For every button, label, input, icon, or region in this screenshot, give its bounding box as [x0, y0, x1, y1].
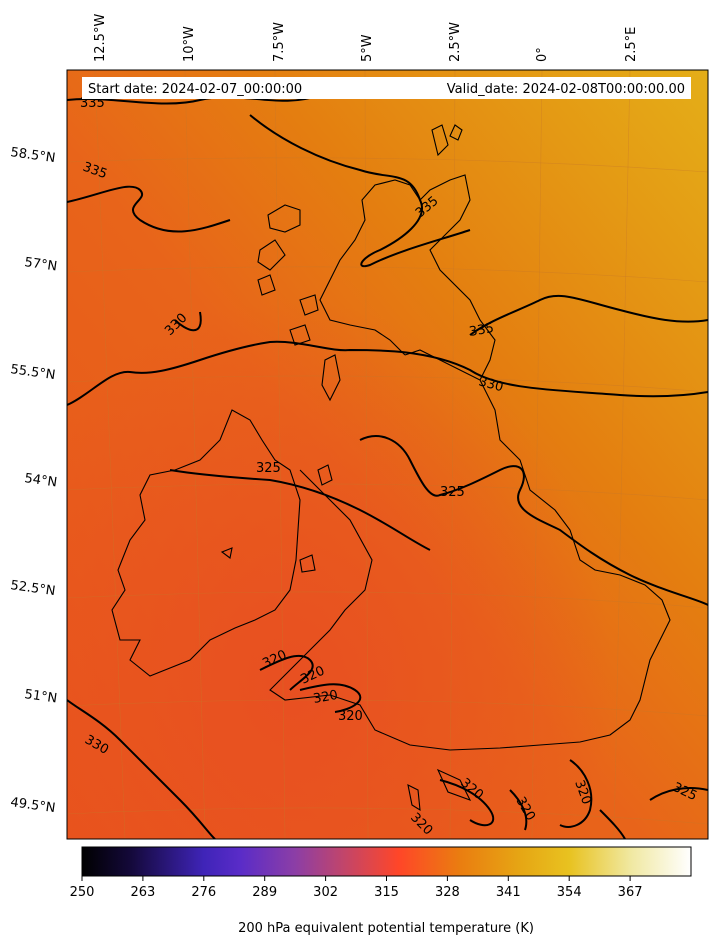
colorbar-tick-label: 354	[557, 885, 582, 900]
lon-label: 5°W	[360, 34, 375, 62]
lon-label: 2.5°W	[448, 22, 463, 62]
colorbar-tick-label: 250	[70, 885, 95, 900]
colorbar-tick-label: 341	[496, 885, 521, 900]
contour-label: 335	[80, 96, 105, 111]
lon-label: 12.5°W	[93, 14, 108, 62]
colorbar-tick-label: 302	[313, 885, 338, 900]
contour-label: 330	[477, 374, 505, 395]
colorbar-tick-label: 367	[618, 885, 643, 900]
colorbar: 250 263 276 289 302 315 328 341 354 367 200 hPa e…	[70, 846, 692, 936]
lon-label: 2.5°E	[624, 27, 639, 62]
lon-label: 10°W	[182, 26, 197, 62]
colorbar-tick-label: 315	[374, 885, 399, 900]
valid-date: Valid_date: 2024-02-08T00:00:00.00	[447, 82, 685, 97]
colorbar-tick-label: 328	[435, 885, 460, 900]
lon-label: 0°	[535, 47, 550, 62]
coastlines	[111, 124, 671, 812]
lat-label: 57°N	[23, 255, 58, 274]
colorbar-gradient	[81, 846, 692, 877]
colorbar-tick-labels: 250 263 276 289 302 315 328 341 354 367	[70, 885, 643, 900]
start-date: Start date: 2024-02-07_00:00:00	[88, 82, 302, 97]
colorbar-tick-label: 263	[130, 885, 155, 900]
colorbar-title: 200 hPa equivalent potential temperature…	[238, 921, 534, 936]
map-frame	[66, 69, 709, 840]
lat-label: 54°N	[23, 471, 58, 490]
lat-label: 49.5°N	[9, 795, 56, 816]
lat-label: 55.5°N	[9, 362, 56, 383]
colorbar-ticks	[81, 876, 631, 881]
lat-label: 51°N	[23, 687, 58, 706]
longitude-labels: 12.5°W 10°W 7.5°W 5°W 2.5°W 0° 2.5°E	[93, 14, 639, 62]
colorbar-tick-label: 276	[191, 885, 216, 900]
lat-label: 58.5°N	[9, 145, 56, 166]
header-box	[82, 77, 691, 99]
latitude-labels: 58.5°N 57°N 55.5°N 54°N 52.5°N 51°N 49.5…	[9, 145, 58, 816]
contour-label: 325	[256, 461, 281, 476]
contour-label: 320	[338, 709, 363, 724]
contour-label: 320	[312, 688, 339, 707]
temperature-field: 335 335 335 335 330 330 330 325 325 325 …	[67, 70, 708, 839]
contour-label: 325	[440, 485, 465, 500]
colorbar-tick-label: 289	[252, 885, 277, 900]
graticule	[67, 70, 708, 839]
lon-label: 7.5°W	[272, 22, 287, 62]
contour-lines	[67, 94, 708, 839]
lat-label: 52.5°N	[9, 578, 56, 599]
contour-label: 335	[468, 321, 495, 340]
